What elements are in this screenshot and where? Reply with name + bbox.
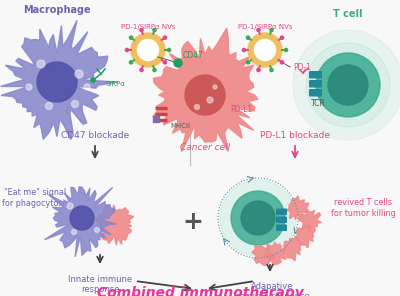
Text: +: + bbox=[182, 210, 204, 234]
Circle shape bbox=[316, 53, 380, 117]
Circle shape bbox=[220, 180, 296, 256]
Circle shape bbox=[138, 39, 158, 61]
Text: Combined immunotherapy: Combined immunotherapy bbox=[97, 286, 303, 296]
Circle shape bbox=[84, 84, 90, 90]
Circle shape bbox=[126, 49, 129, 52]
Polygon shape bbox=[95, 205, 134, 245]
Circle shape bbox=[131, 33, 165, 67]
Polygon shape bbox=[252, 245, 276, 266]
Circle shape bbox=[72, 101, 78, 107]
Text: PD-L1: PD-L1 bbox=[230, 105, 252, 115]
FancyBboxPatch shape bbox=[277, 209, 286, 214]
Text: PD-L1 blockade: PD-L1 blockade bbox=[260, 131, 330, 141]
Polygon shape bbox=[282, 238, 303, 261]
Circle shape bbox=[246, 61, 250, 64]
Polygon shape bbox=[287, 196, 309, 220]
Circle shape bbox=[257, 68, 260, 72]
Text: Macrophage: Macrophage bbox=[23, 5, 91, 15]
Circle shape bbox=[246, 36, 250, 39]
Circle shape bbox=[130, 61, 133, 64]
Circle shape bbox=[328, 65, 368, 105]
Circle shape bbox=[37, 60, 45, 68]
Circle shape bbox=[26, 84, 32, 90]
Circle shape bbox=[168, 49, 170, 52]
Circle shape bbox=[174, 59, 182, 67]
Circle shape bbox=[153, 68, 156, 72]
Circle shape bbox=[72, 229, 76, 234]
Circle shape bbox=[242, 49, 246, 52]
Circle shape bbox=[140, 28, 143, 32]
Text: PD-1: PD-1 bbox=[293, 64, 311, 73]
FancyBboxPatch shape bbox=[277, 217, 286, 222]
Circle shape bbox=[153, 28, 156, 32]
Circle shape bbox=[284, 49, 288, 52]
Polygon shape bbox=[44, 187, 116, 257]
Circle shape bbox=[241, 201, 275, 235]
Text: MHCII: MHCII bbox=[170, 123, 190, 129]
Circle shape bbox=[140, 68, 143, 72]
Text: Innate immune
response: Innate immune response bbox=[68, 275, 132, 295]
Polygon shape bbox=[298, 210, 322, 232]
FancyBboxPatch shape bbox=[310, 81, 321, 87]
Circle shape bbox=[270, 68, 273, 72]
FancyBboxPatch shape bbox=[154, 117, 160, 123]
Circle shape bbox=[231, 191, 285, 245]
Circle shape bbox=[94, 228, 100, 232]
FancyBboxPatch shape bbox=[310, 90, 321, 96]
Text: C: C bbox=[65, 107, 71, 117]
Circle shape bbox=[163, 61, 166, 64]
FancyBboxPatch shape bbox=[310, 72, 321, 78]
Circle shape bbox=[130, 36, 133, 39]
Polygon shape bbox=[264, 242, 286, 265]
Circle shape bbox=[213, 85, 217, 89]
Text: revived T cells
for tumor killing: revived T cells for tumor killing bbox=[331, 198, 395, 218]
Circle shape bbox=[207, 97, 213, 103]
Circle shape bbox=[270, 28, 273, 32]
Circle shape bbox=[91, 78, 95, 82]
Polygon shape bbox=[1, 20, 118, 140]
Circle shape bbox=[280, 36, 284, 39]
Text: PD-1/SIRPα NVs: PD-1/SIRPα NVs bbox=[238, 24, 292, 30]
Text: Adapative
immune response: Adapative immune response bbox=[234, 282, 310, 296]
Circle shape bbox=[163, 36, 166, 39]
Circle shape bbox=[257, 28, 260, 32]
Polygon shape bbox=[153, 28, 258, 152]
Polygon shape bbox=[295, 225, 316, 248]
FancyBboxPatch shape bbox=[277, 225, 286, 230]
Text: PD-1/SIRPα NVs: PD-1/SIRPα NVs bbox=[121, 24, 175, 30]
Text: CD47: CD47 bbox=[183, 51, 204, 59]
Circle shape bbox=[46, 102, 52, 110]
Text: CD47 blockade: CD47 blockade bbox=[61, 131, 129, 141]
Circle shape bbox=[75, 70, 83, 78]
Text: SIRPα: SIRPα bbox=[105, 81, 125, 87]
Circle shape bbox=[185, 75, 225, 115]
Text: TCR: TCR bbox=[311, 99, 325, 109]
Circle shape bbox=[248, 33, 282, 67]
Text: T cell: T cell bbox=[333, 9, 363, 19]
Circle shape bbox=[67, 203, 73, 209]
Text: Cancer cell: Cancer cell bbox=[180, 144, 230, 152]
Circle shape bbox=[306, 43, 390, 127]
Circle shape bbox=[254, 39, 276, 61]
Circle shape bbox=[194, 104, 200, 110]
Circle shape bbox=[293, 30, 400, 140]
Circle shape bbox=[70, 206, 94, 230]
Text: "Eat me" signal
for phagocytosis: "Eat me" signal for phagocytosis bbox=[2, 188, 68, 208]
Circle shape bbox=[37, 62, 77, 102]
Circle shape bbox=[280, 61, 284, 64]
